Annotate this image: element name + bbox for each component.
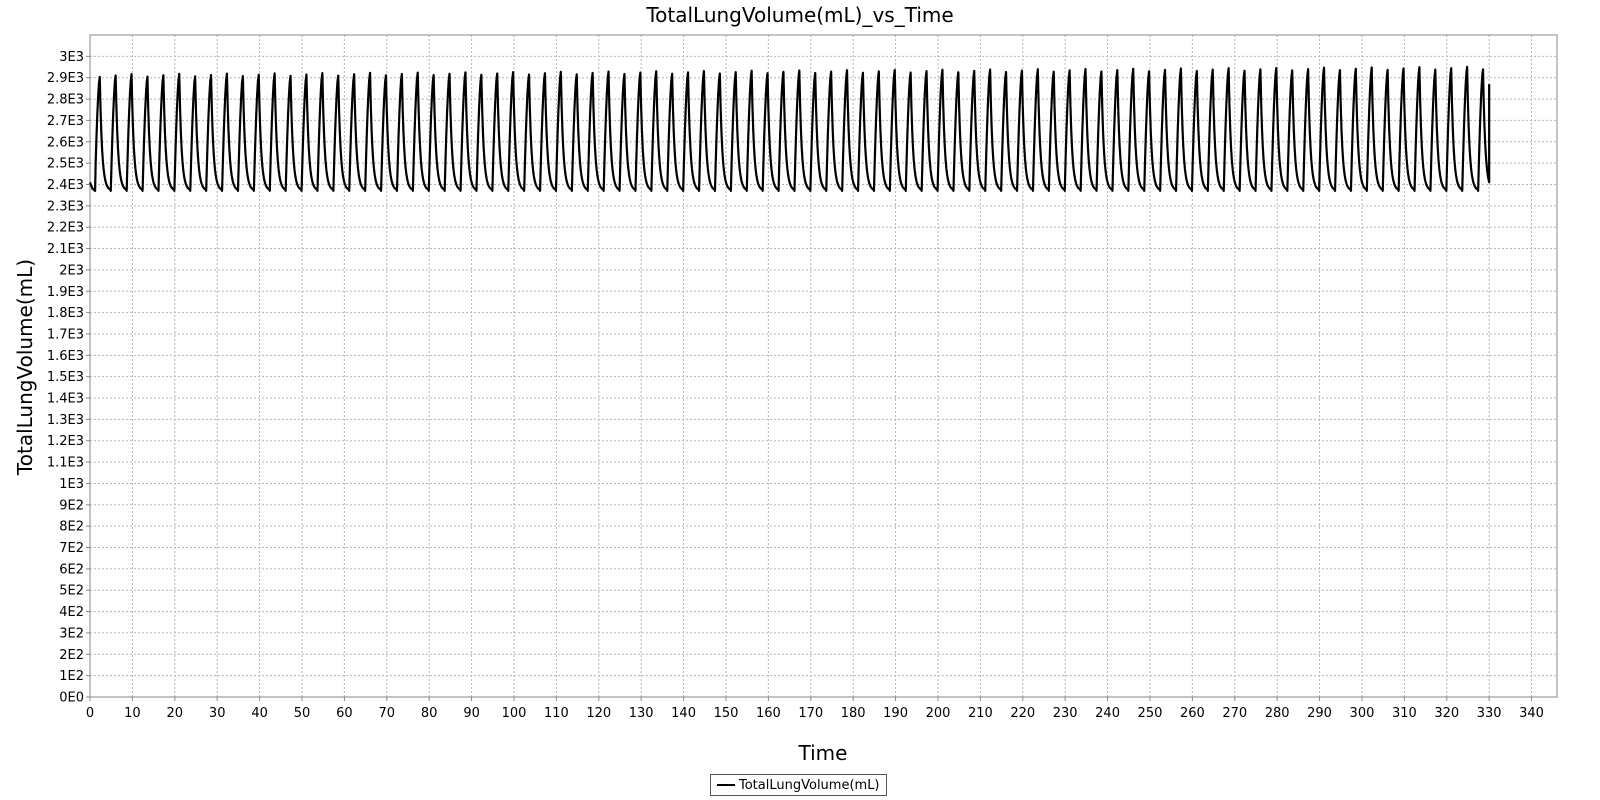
x-tick-label: 30: [209, 706, 226, 721]
x-tick-label: 340: [1519, 706, 1544, 721]
x-tick-label: 110: [544, 706, 569, 721]
legend-label: TotalLungVolume(mL): [739, 777, 880, 793]
x-tick-label: 90: [463, 706, 480, 721]
x-tick-label: 20: [167, 706, 184, 721]
y-tick-label: 2.9E3: [47, 71, 84, 86]
x-tick-label: 0: [86, 706, 94, 721]
y-tick-label: 3E2: [59, 626, 84, 641]
chart-title: TotalLungVolume(mL)_vs_Time: [645, 3, 953, 27]
y-tick-label: 6E2: [59, 562, 84, 577]
x-tick-label: 330: [1477, 706, 1502, 721]
x-tick-label: 150: [714, 706, 739, 721]
x-axis-label: Time: [798, 741, 848, 765]
x-tick-label: 270: [1222, 706, 1247, 721]
y-tick-label: 2.6E3: [47, 135, 84, 150]
x-tick-label: 100: [502, 706, 527, 721]
y-tick-label: 3E3: [59, 50, 84, 65]
y-tick-label: 2.7E3: [47, 114, 84, 129]
y-tick-label: 2.1E3: [47, 242, 84, 257]
y-tick-label: 1.3E3: [47, 413, 84, 428]
x-tick-label: 320: [1434, 706, 1459, 721]
x-tick-label: 290: [1307, 706, 1332, 721]
x-tick-label: 230: [1053, 706, 1078, 721]
y-axis-ticks: 0E0 1E2 2E2 3E2 4E2 5E2 6E2 7E2 8E2 9E2 1E3 1.1E3 1.…: [47, 50, 90, 706]
x-tick-label: 310: [1392, 706, 1417, 721]
x-tick-label: 60: [336, 706, 353, 721]
series-line-totallungvolume: [88, 65, 1491, 192]
x-tick-label: 130: [629, 706, 654, 721]
x-tick-label: 200: [926, 706, 951, 721]
y-tick-label: 2.2E3: [47, 221, 84, 236]
y-tick-label: 5E2: [59, 584, 84, 599]
y-tick-label: 1.1E3: [47, 456, 84, 471]
x-tick-label: 180: [841, 706, 866, 721]
y-tick-label: 2E3: [59, 263, 84, 278]
y-tick-label: 4E2: [59, 605, 84, 620]
y-tick-label: 1.4E3: [47, 392, 84, 407]
y-tick-label: 1.8E3: [47, 306, 84, 321]
y-tick-label: 1.2E3: [47, 434, 84, 449]
x-tick-label: 220: [1010, 706, 1035, 721]
y-tick-label: 1.6E3: [47, 349, 84, 364]
x-tick-label: 160: [756, 706, 781, 721]
x-tick-label: 120: [586, 706, 611, 721]
x-tick-label: 140: [671, 706, 696, 721]
x-tick-label: 280: [1265, 706, 1290, 721]
x-tick-label: 210: [968, 706, 993, 721]
x-tick-label: 10: [124, 706, 141, 721]
x-tick-label: 170: [798, 706, 823, 721]
y-tick-label: 1E2: [59, 669, 84, 684]
y-tick-label: 7E2: [59, 541, 84, 556]
x-tick-label: 70: [379, 706, 396, 721]
y-tick-label: 1E3: [59, 477, 84, 492]
legend: TotalLungVolume(mL): [710, 774, 887, 796]
y-tick-label: 9E2: [59, 498, 84, 513]
x-tick-label: 250: [1138, 706, 1163, 721]
y-tick-label: 2.5E3: [47, 157, 84, 172]
y-axis-label: TotalLungVolume(mL): [13, 259, 37, 476]
x-tick-label: 260: [1180, 706, 1205, 721]
y-tick-label: 1.9E3: [47, 285, 84, 300]
plot-area: [89, 34, 1558, 698]
y-tick-label: 2.4E3: [47, 178, 84, 193]
y-tick-label: 2.3E3: [47, 199, 84, 214]
x-tick-label: 190: [883, 706, 908, 721]
y-tick-label: 2.8E3: [47, 93, 84, 108]
legend-swatch: [717, 784, 735, 786]
x-tick-label: 240: [1095, 706, 1120, 721]
x-tick-label: 40: [251, 706, 268, 721]
y-tick-label: 1.5E3: [47, 370, 84, 385]
x-tick-label: 50: [294, 706, 311, 721]
x-tick-label: 300: [1350, 706, 1375, 721]
y-tick-label: 0E0: [59, 691, 84, 706]
y-tick-label: 2E2: [59, 648, 84, 663]
y-tick-label: 8E2: [59, 520, 84, 535]
y-tick-label: 1.7E3: [47, 327, 84, 342]
x-axis-ticks: 0 10 20 30 40 50 60 70 80 90 100 110 120 130 140 150 160…: [86, 697, 1544, 721]
x-tick-label: 80: [421, 706, 438, 721]
